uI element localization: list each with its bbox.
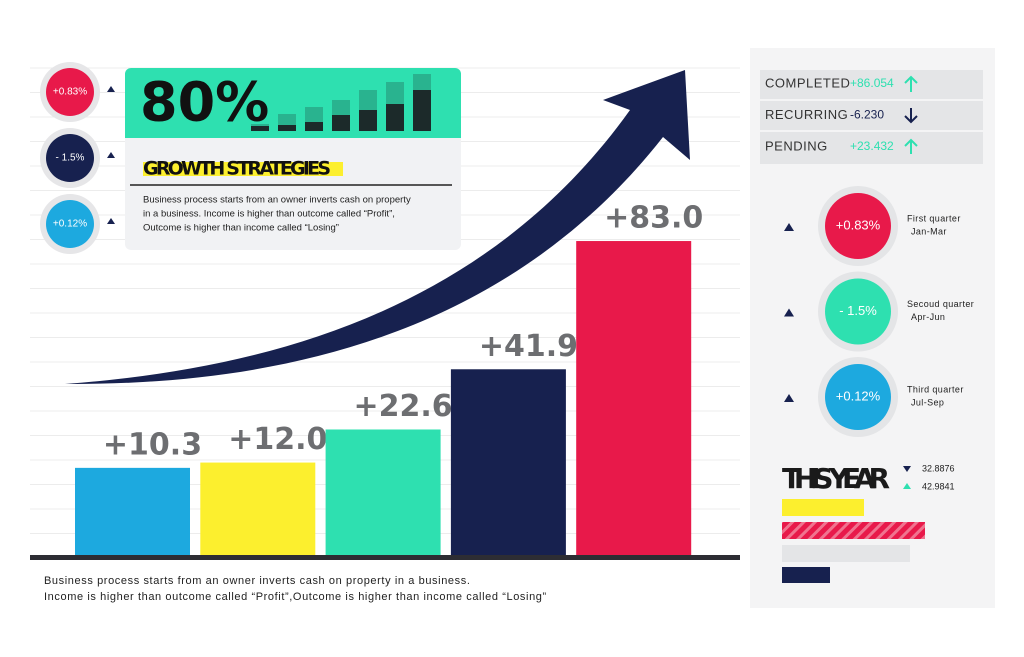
quarter-months: Apr-Jun (911, 312, 945, 322)
headline: 80% (140, 71, 269, 134)
value-label: +22.6 (354, 389, 453, 424)
card-text: Outcome is higher than income called “Lo… (143, 223, 339, 234)
title-highlight (143, 162, 343, 176)
badge-label: +0.12% (53, 219, 87, 230)
bar (75, 467, 190, 555)
value-label: +10.3 (103, 427, 202, 462)
badge (46, 200, 94, 248)
bar (325, 429, 441, 555)
badge-marker (107, 152, 115, 158)
footer-text: Business process starts from an owner in… (44, 575, 470, 587)
stat-value: -6.230 (850, 108, 884, 122)
quarter-value: - 1.5% (839, 303, 877, 318)
card-text: in a business. Income is higher than out… (143, 209, 395, 220)
stat-label: PENDING (765, 138, 828, 153)
quarter-value: +0.83% (836, 217, 881, 232)
value-label: +83.0 (604, 201, 703, 236)
stats-box (760, 70, 983, 164)
quarter-marker (784, 308, 794, 317)
quarter-months: Jul-Sep (911, 397, 944, 407)
quarter-badge (825, 364, 891, 430)
quarter-name: Third quarter (907, 384, 964, 394)
year-bar (782, 499, 864, 516)
card-title: GROWTH STRATEGIES (143, 158, 331, 180)
quarter-months: Jan-Mar (911, 226, 947, 236)
quarter-name: First quarter (907, 213, 961, 223)
bar (200, 462, 316, 555)
stat-label: COMPLETED (765, 75, 850, 90)
quarter-value: +0.12% (836, 388, 881, 403)
footer-text: Income is higher than outcome called “Pr… (44, 591, 547, 603)
growth-arrow (65, 70, 690, 385)
quarter-badge (825, 278, 891, 345)
quarter-name: Secoud quarter (907, 299, 974, 309)
quarter-badge (825, 193, 891, 259)
down-value: 32.8876 (922, 463, 955, 473)
year-bar (782, 545, 910, 562)
value-label: +12.0 (228, 422, 327, 457)
up-value: 42.9841 (922, 481, 955, 491)
mini-bars (251, 74, 431, 131)
value-label: +41.9 (479, 329, 578, 364)
badge-marker (107, 218, 115, 224)
year-bar (782, 567, 830, 583)
down-marker (903, 466, 911, 472)
bar (450, 369, 566, 555)
badge (46, 68, 94, 116)
stat-arrows (904, 75, 918, 154)
bar (576, 241, 692, 556)
year-bar (782, 522, 925, 539)
quarter-marker (784, 223, 794, 231)
stat-label: RECURRING (765, 107, 848, 122)
stat-value: +23.432 (850, 139, 894, 153)
badge-label: - 1.5% (56, 153, 85, 164)
badge-label: +0.83% (53, 87, 87, 98)
badge-marker (107, 86, 115, 92)
baseline (30, 555, 740, 560)
badge (46, 134, 94, 182)
up-marker (903, 483, 911, 489)
card-text: Business process starts from an owner in… (143, 195, 411, 206)
this-year-title: THIS YEAR (782, 462, 890, 495)
stat-value: +86.054 (850, 76, 894, 90)
quarter-marker (784, 394, 794, 402)
